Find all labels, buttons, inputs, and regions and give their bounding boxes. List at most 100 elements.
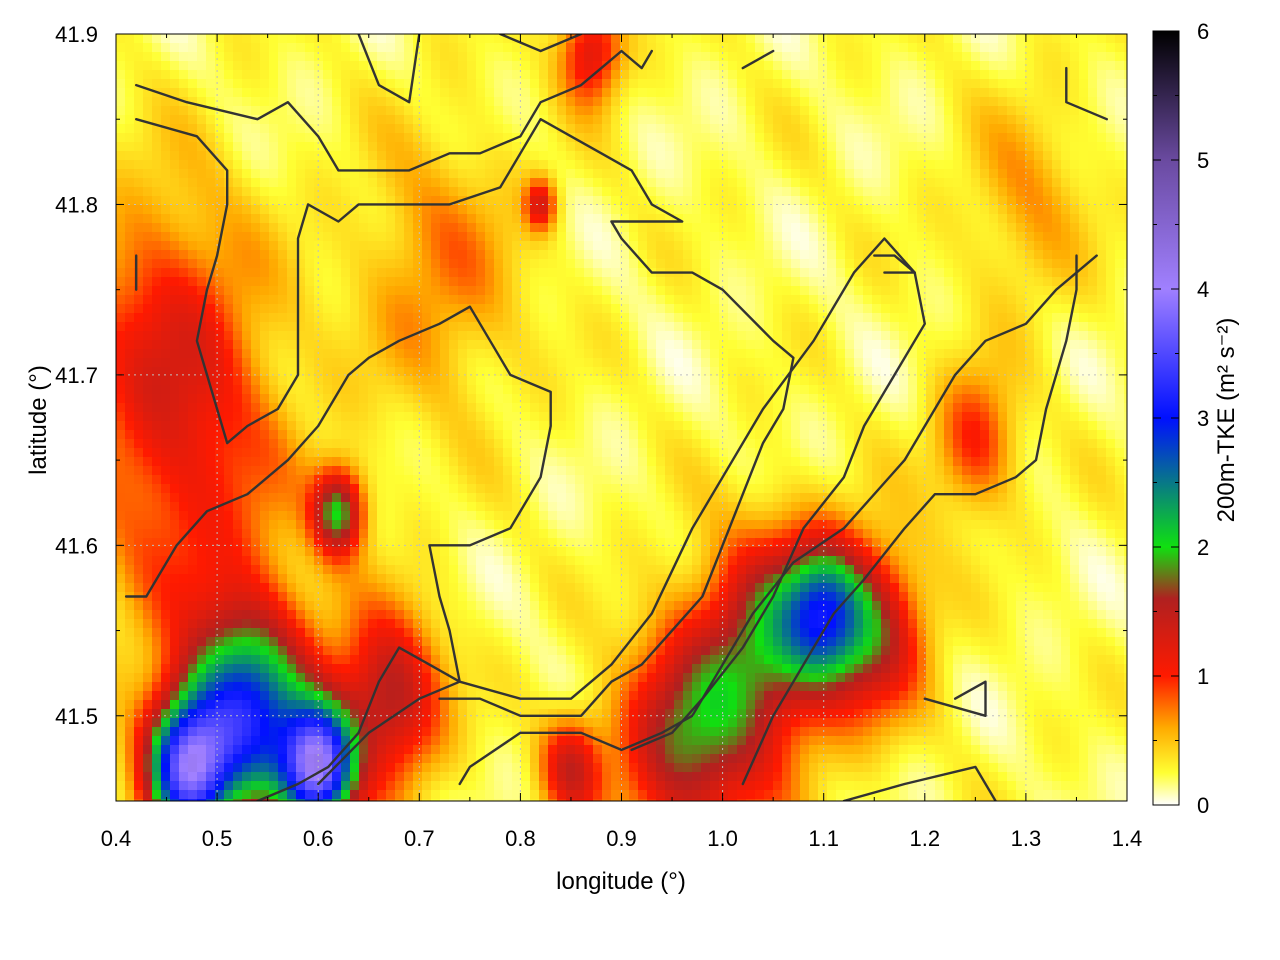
heat-cell [170, 709, 180, 719]
heat-cell [467, 214, 477, 224]
heat-cell [332, 88, 342, 98]
heat-cell [305, 340, 315, 350]
heat-cell [251, 610, 261, 620]
heat-cell [458, 160, 468, 170]
heat-cell [566, 97, 576, 107]
heat-cell [485, 376, 495, 386]
heat-cell [530, 367, 540, 377]
heat-cell [476, 628, 486, 638]
heat-cell [197, 421, 207, 431]
heat-cell [341, 691, 351, 701]
heat-cell [323, 619, 333, 629]
heat-cell [494, 286, 504, 296]
heat-cell [341, 322, 351, 332]
heat-cell [368, 781, 378, 791]
heat-cell [350, 259, 360, 269]
heat-cell [458, 565, 468, 575]
heat-cell [521, 133, 531, 143]
heat-cell [224, 214, 234, 224]
heat-cell [278, 466, 288, 476]
heat-cell [422, 277, 432, 287]
heat-cell [404, 178, 414, 188]
heat-cell [575, 745, 585, 755]
heat-cell [116, 484, 126, 494]
heat-cell [188, 619, 198, 629]
heat-cell [386, 727, 396, 737]
heat-cell [521, 340, 531, 350]
heat-cell [629, 133, 639, 143]
heat-cell [323, 511, 333, 521]
heat-cell [431, 763, 441, 773]
heat-cell [395, 79, 405, 89]
heat-cell [242, 394, 252, 404]
heat-cell [116, 124, 126, 134]
heat-cell [350, 70, 360, 80]
heat-cell [386, 718, 396, 728]
heat-cell [557, 79, 567, 89]
heat-cell [359, 124, 369, 134]
heat-cell [296, 727, 306, 737]
heat-cell [458, 547, 468, 557]
heat-cell [629, 493, 639, 503]
heat-cell [233, 682, 243, 692]
heat-cell [440, 664, 450, 674]
heat-cell [368, 700, 378, 710]
heat-cell [170, 214, 180, 224]
heat-cell [296, 250, 306, 260]
heat-cell [233, 250, 243, 260]
heat-cell [476, 772, 486, 782]
heat-cell [287, 565, 297, 575]
heat-cell [584, 583, 594, 593]
heat-cell [593, 52, 603, 62]
heat-cell [224, 268, 234, 278]
heat-cell [350, 574, 360, 584]
heat-cell [575, 574, 585, 584]
heat-cell [305, 682, 315, 692]
heat-cell [368, 511, 378, 521]
heat-cell [620, 637, 630, 647]
heat-cell [584, 763, 594, 773]
heat-cell [287, 727, 297, 737]
heat-cell [251, 727, 261, 737]
heat-cell [413, 295, 423, 305]
heat-cell [134, 574, 144, 584]
heat-cell [359, 52, 369, 62]
heat-cell [260, 385, 270, 395]
heat-cell [287, 421, 297, 431]
heat-cell [341, 790, 351, 800]
heat-cell [476, 502, 486, 512]
heat-cell [602, 304, 612, 314]
heat-cell [260, 223, 270, 233]
heat-cell [152, 565, 162, 575]
heat-cell [233, 196, 243, 206]
heat-cell [593, 790, 603, 800]
heat-cell [476, 691, 486, 701]
heat-cell [188, 421, 198, 431]
heat-cell [503, 646, 513, 656]
heat-cell [197, 187, 207, 197]
heat-cell [431, 340, 441, 350]
heat-cell [188, 160, 198, 170]
heat-cell [233, 592, 243, 602]
heat-cell [494, 232, 504, 242]
heat-cell [251, 457, 261, 467]
heat-cell [278, 340, 288, 350]
heat-cell [305, 763, 315, 773]
heat-cell [485, 277, 495, 287]
heat-cell [269, 259, 279, 269]
heat-cell [116, 70, 126, 80]
heat-cell [116, 277, 126, 287]
heat-cell [224, 637, 234, 647]
heat-cell [188, 88, 198, 98]
heat-cell [584, 466, 594, 476]
heat-cell [530, 241, 540, 251]
heat-cell [197, 727, 207, 737]
heat-cell [368, 304, 378, 314]
heat-cell [377, 547, 387, 557]
heat-cell [449, 475, 459, 485]
heat-cell [206, 286, 216, 296]
heat-cell [188, 763, 198, 773]
heat-cell [188, 196, 198, 206]
heat-cell [305, 133, 315, 143]
heat-cell [548, 160, 558, 170]
